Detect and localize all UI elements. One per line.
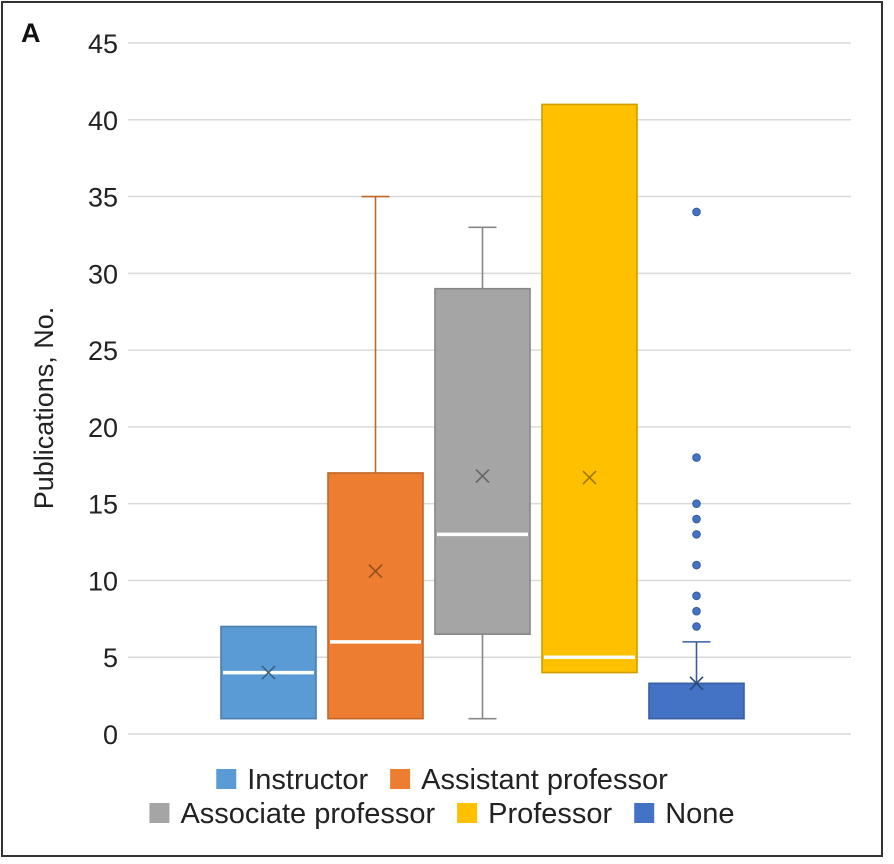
legend-swatch bbox=[457, 803, 478, 823]
y-tick-label: 0 bbox=[103, 720, 118, 750]
y-axis-ticks: 0 5 10 15 20 25 30 35 40 45 bbox=[88, 29, 118, 750]
box-assistant-professor bbox=[327, 195, 424, 720]
boxes bbox=[220, 103, 745, 720]
y-tick-label: 20 bbox=[88, 413, 118, 443]
box-professor bbox=[541, 103, 638, 674]
box-iqr bbox=[434, 287, 531, 635]
outlier-point bbox=[692, 606, 701, 616]
legend-swatch bbox=[634, 803, 655, 823]
y-axis-label: Publications, No. bbox=[29, 307, 59, 510]
y-tick-label: 5 bbox=[103, 643, 118, 673]
chart-frame: A 0 5 10 15 20 25 30 35 40 45 Publications, No. I… bbox=[1, 1, 883, 857]
y-tick-label: 10 bbox=[88, 566, 118, 596]
box-instructor bbox=[220, 625, 317, 720]
outlier-point bbox=[692, 622, 701, 631]
legend-item-associate-professor: Associate professor bbox=[149, 798, 435, 830]
outlier-point bbox=[692, 514, 701, 524]
y-tick-label: 40 bbox=[88, 106, 118, 136]
y-tick-label: 45 bbox=[88, 29, 118, 59]
y-tick-label: 25 bbox=[88, 336, 118, 366]
box-plot-chart: A 0 5 10 15 20 25 30 35 40 45 Publications, No. I… bbox=[21, 18, 851, 830]
mean-marker bbox=[475, 468, 490, 484]
legend-swatch bbox=[216, 769, 237, 789]
y-tick-label: 15 bbox=[88, 490, 118, 520]
box-iqr bbox=[541, 103, 638, 674]
outlier-point bbox=[692, 530, 701, 539]
y-tick-label: 30 bbox=[88, 259, 118, 289]
box-iqr bbox=[327, 472, 424, 720]
legend-swatch bbox=[149, 803, 170, 823]
mean-marker bbox=[582, 470, 597, 485]
mean-marker bbox=[368, 564, 383, 579]
outlier-point bbox=[692, 207, 701, 217]
legend-label: Associate professor bbox=[180, 798, 435, 830]
outlier-point bbox=[692, 499, 701, 508]
legend-item-instructor: Instructor bbox=[216, 764, 368, 796]
legend-label: Instructor bbox=[247, 764, 368, 796]
outlier-point bbox=[692, 453, 701, 462]
legend-swatch bbox=[390, 769, 411, 789]
box-none bbox=[648, 207, 745, 720]
legend-label: None bbox=[665, 798, 734, 830]
legend-item-none: None bbox=[634, 798, 735, 830]
box-iqr bbox=[648, 682, 745, 720]
outlier-point bbox=[692, 591, 701, 601]
legend-label: Assistant professor bbox=[421, 764, 668, 796]
box-associate-professor bbox=[434, 226, 531, 720]
mean-marker bbox=[261, 665, 276, 680]
legend-item-professor: Professor bbox=[457, 798, 613, 830]
legend-label: Professor bbox=[488, 798, 612, 830]
y-tick-label: 35 bbox=[88, 183, 118, 213]
legend-item-assistant-professor: Assistant professor bbox=[390, 764, 668, 796]
panel-label: A bbox=[21, 18, 41, 48]
mean-marker bbox=[689, 676, 704, 691]
outlier-point bbox=[692, 560, 701, 570]
